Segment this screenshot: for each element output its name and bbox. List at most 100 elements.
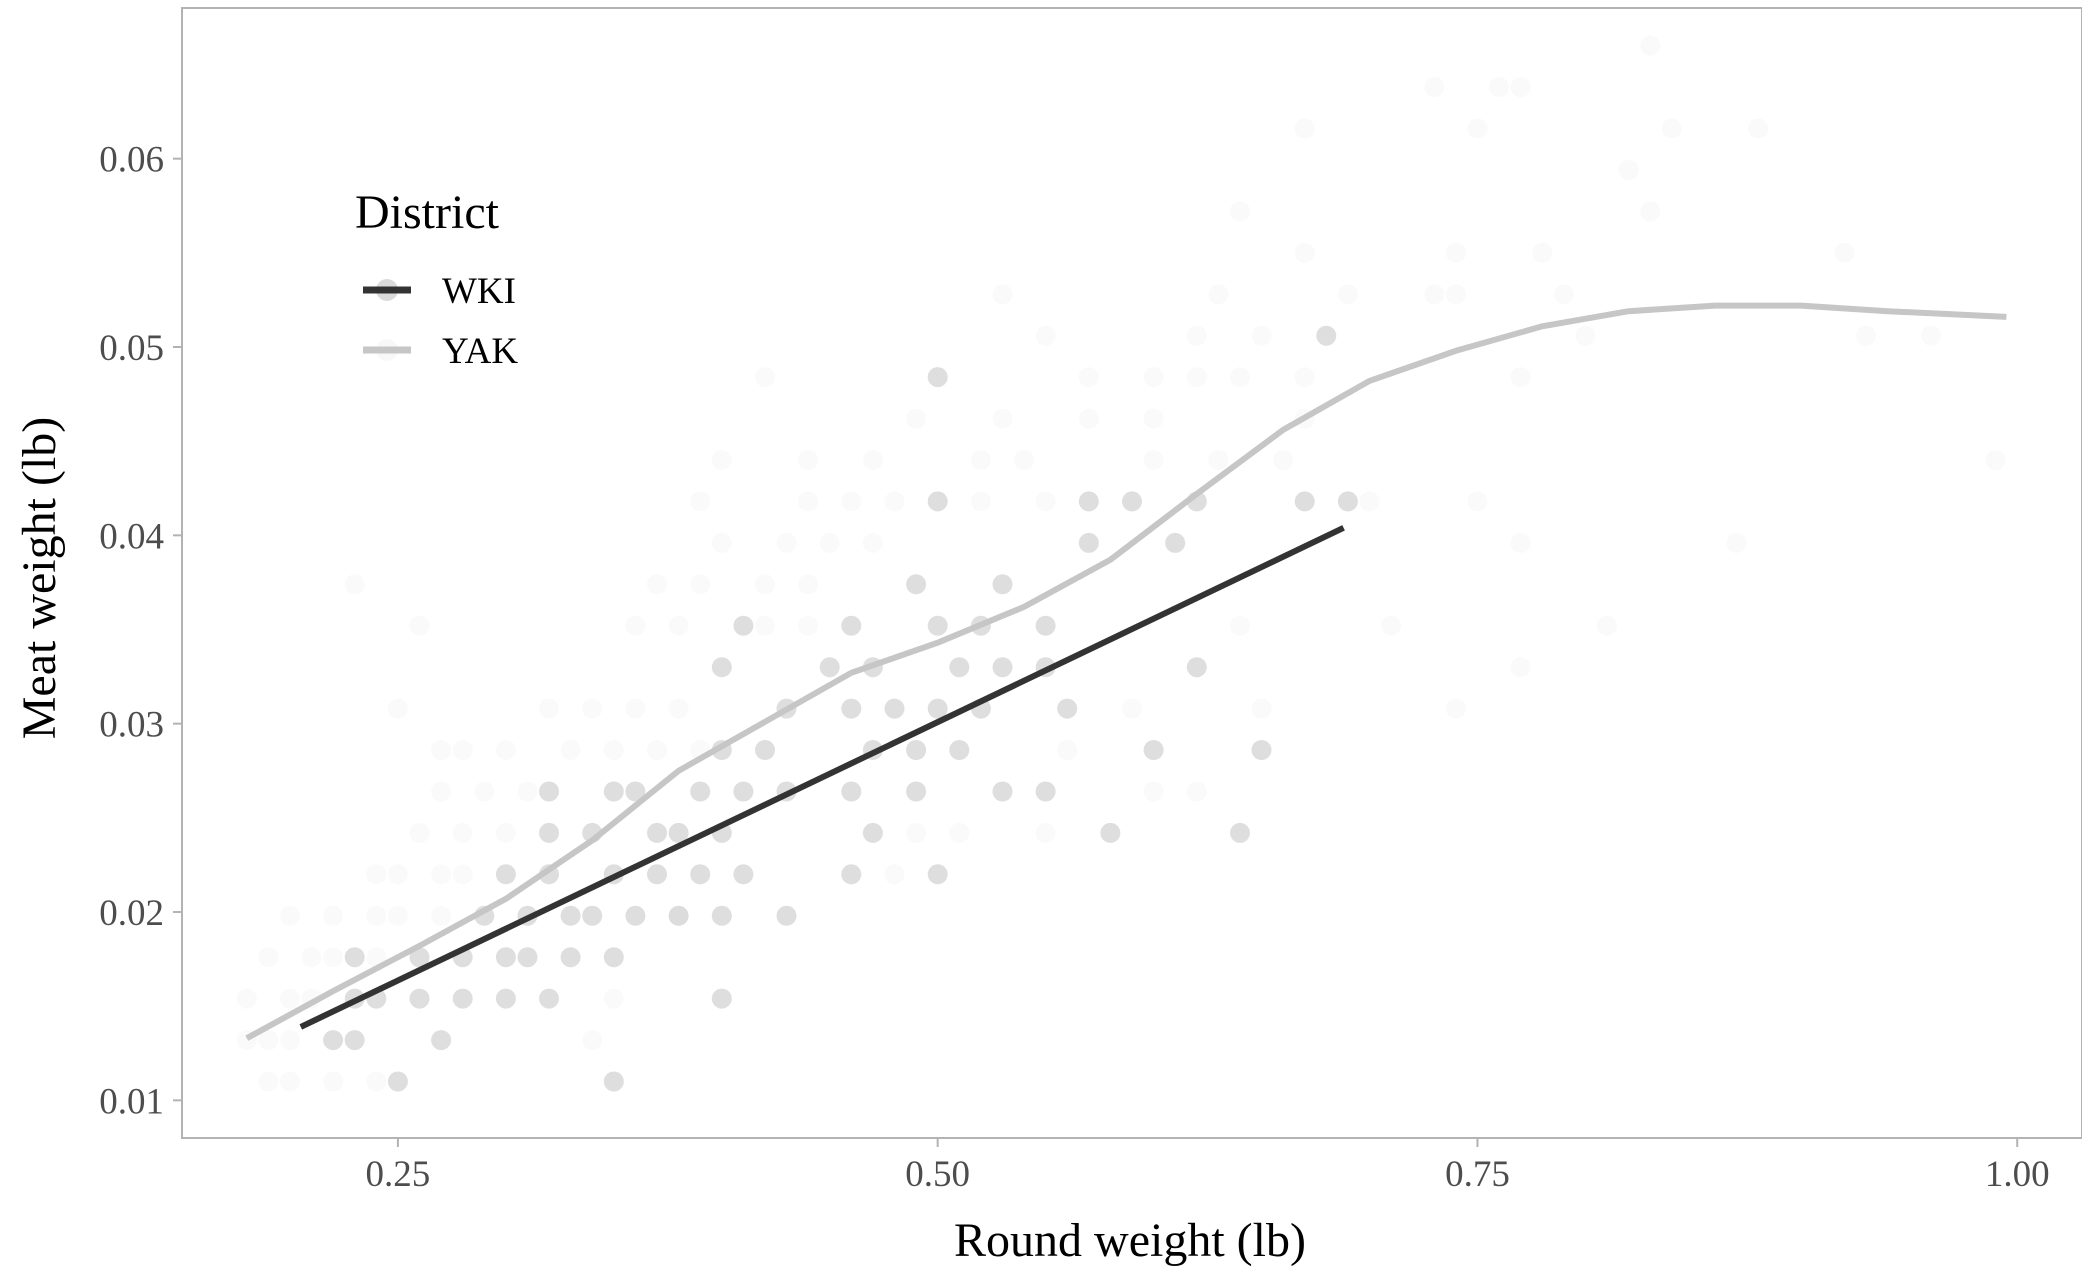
point-yak-30 xyxy=(495,740,516,760)
point-wki-15 xyxy=(560,947,581,968)
point-yak-68 xyxy=(906,408,927,429)
point-yak-85 xyxy=(1920,325,1941,346)
point-yak-91 xyxy=(1553,284,1574,305)
point-wki-19 xyxy=(560,905,581,926)
point-yak-15 xyxy=(323,905,344,926)
point-yak-112 xyxy=(1230,615,1250,636)
point-yak-4 xyxy=(280,1071,300,1092)
point-yak-76 xyxy=(1186,367,1207,388)
x-axis: 0.25 0.50 0.75 1.00 xyxy=(366,1138,2050,1195)
point-yak-13 xyxy=(366,947,387,968)
point-yak-29 xyxy=(452,740,473,760)
points-layer xyxy=(236,35,2006,1092)
y-tick-label-0: 0.01 xyxy=(99,1081,164,1122)
point-wki-66 xyxy=(992,657,1013,678)
point-yak-98 xyxy=(1618,160,1639,180)
point-wki-80 xyxy=(1122,491,1142,512)
point-yak-97 xyxy=(1640,201,1661,222)
x-tick-label-0: 0.25 xyxy=(366,1154,431,1195)
point-yak-106 xyxy=(1640,35,1661,56)
point-wki-86 xyxy=(603,1071,624,1092)
point-yak-41 xyxy=(625,615,646,636)
point-yak-102 xyxy=(1748,118,1769,139)
point-yak-3 xyxy=(258,1071,279,1092)
point-yak-127 xyxy=(906,822,927,843)
point-yak-37 xyxy=(582,698,603,719)
point-wki-76 xyxy=(1078,532,1099,553)
y-axis: 0.01 0.02 0.03 0.04 0.05 0.06 xyxy=(99,140,182,1122)
point-yak-54 xyxy=(690,491,711,512)
point-yak-129 xyxy=(1035,822,1056,843)
point-wki-63 xyxy=(819,657,840,678)
point-wki-28 xyxy=(647,864,667,885)
point-yak-56 xyxy=(841,491,862,512)
point-yak-99 xyxy=(1294,118,1315,139)
fit-lines-layer xyxy=(245,302,2007,1041)
point-wki-3 xyxy=(431,1030,452,1051)
point-yak-116 xyxy=(1445,698,1466,719)
point-yak-11 xyxy=(301,947,322,968)
point-yak-45 xyxy=(344,574,365,595)
point-wki-31 xyxy=(841,864,862,885)
point-wki-39 xyxy=(1100,822,1121,843)
point-wki-42 xyxy=(603,781,624,802)
point-yak-27 xyxy=(517,781,538,802)
point-wki-2 xyxy=(387,1071,408,1092)
plot-panel xyxy=(181,7,2082,1139)
point-yak-84 xyxy=(1856,325,1877,346)
point-yak-121 xyxy=(1057,740,1078,760)
point-yak-7 xyxy=(236,988,257,1009)
point-wki-58 xyxy=(884,698,905,719)
x-tick-label-2: 0.75 xyxy=(1445,1154,1510,1195)
point-wki-79 xyxy=(1078,491,1099,512)
point-wki-48 xyxy=(906,781,927,802)
legend-title: District xyxy=(355,186,500,239)
point-yak-19 xyxy=(366,864,387,885)
point-yak-24 xyxy=(452,822,473,843)
point-yak-65 xyxy=(1143,450,1164,470)
point-wki-82 xyxy=(1294,491,1315,512)
point-yak-57 xyxy=(884,491,905,512)
point-yak-43 xyxy=(755,615,775,636)
point-yak-111 xyxy=(1726,532,1747,553)
point-wki-23 xyxy=(711,905,732,926)
point-wki-36 xyxy=(668,822,689,843)
point-yak-104 xyxy=(1489,77,1509,98)
point-wki-24 xyxy=(776,905,797,926)
point-wki-85 xyxy=(927,367,948,388)
point-wki-14 xyxy=(517,947,538,968)
point-yak-109 xyxy=(1467,491,1488,512)
point-yak-10 xyxy=(258,947,279,968)
point-wki-44 xyxy=(690,781,711,802)
point-yak-67 xyxy=(1273,450,1294,470)
point-yak-66 xyxy=(1208,450,1229,470)
point-wki-71 xyxy=(927,615,948,636)
point-yak-81 xyxy=(1186,325,1207,346)
point-wki-55 xyxy=(1251,740,1272,760)
legend-label-wki: WKI xyxy=(442,271,516,312)
point-wki-74 xyxy=(906,574,927,595)
point-wki-0 xyxy=(323,1030,344,1051)
point-yak-60 xyxy=(711,450,732,470)
point-yak-23 xyxy=(409,822,430,843)
fit-line-yak xyxy=(245,302,2007,1041)
point-wki-25 xyxy=(495,864,516,885)
point-wki-54 xyxy=(949,740,970,760)
point-wki-13 xyxy=(495,947,516,968)
point-yak-110 xyxy=(1510,532,1531,553)
point-yak-42 xyxy=(668,615,689,636)
point-yak-119 xyxy=(1143,781,1164,802)
point-yak-100 xyxy=(1467,118,1488,139)
point-yak-39 xyxy=(668,698,689,719)
point-yak-20 xyxy=(387,864,408,885)
point-wki-45 xyxy=(733,781,754,802)
point-yak-80 xyxy=(1035,325,1056,346)
point-yak-87 xyxy=(1208,284,1229,305)
point-wki-8 xyxy=(495,988,516,1009)
y-tick-label-1: 0.02 xyxy=(99,893,164,934)
point-wki-89 xyxy=(1143,740,1164,760)
point-yak-5 xyxy=(323,1071,344,1092)
point-yak-46 xyxy=(647,574,667,595)
point-wki-32 xyxy=(927,864,948,885)
point-wki-21 xyxy=(625,905,646,926)
